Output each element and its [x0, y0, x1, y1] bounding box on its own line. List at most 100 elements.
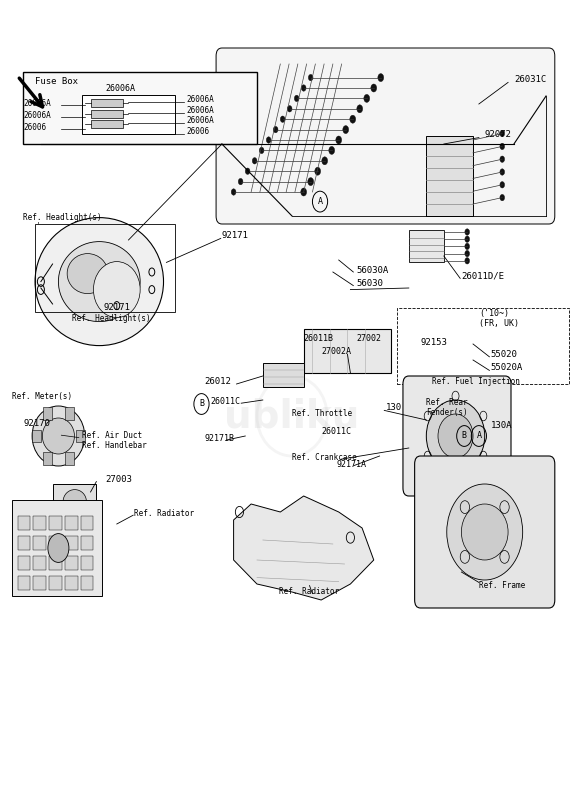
Circle shape: [378, 74, 384, 82]
Circle shape: [273, 126, 278, 133]
Text: Ref. Frame: Ref. Frame: [479, 581, 525, 590]
Text: 56030: 56030: [356, 279, 383, 289]
Bar: [81, 536, 93, 550]
Circle shape: [465, 229, 470, 235]
Text: ubliku: ubliku: [224, 397, 360, 435]
Circle shape: [238, 178, 243, 185]
Text: Ref. Meter(s): Ref. Meter(s): [12, 391, 72, 401]
Text: 26012: 26012: [204, 377, 231, 386]
Circle shape: [350, 115, 356, 123]
Text: Ref. Fuel Injection: Ref. Fuel Injection: [432, 377, 520, 386]
Text: 92072: 92072: [485, 130, 512, 139]
Circle shape: [371, 84, 377, 92]
Circle shape: [322, 157, 328, 165]
Ellipse shape: [426, 400, 485, 472]
Text: Ref. Radiator: Ref. Radiator: [280, 587, 339, 597]
Circle shape: [336, 136, 342, 144]
Text: 27003: 27003: [105, 475, 132, 485]
Text: 26031C: 26031C: [514, 75, 546, 85]
Circle shape: [465, 243, 470, 250]
FancyBboxPatch shape: [403, 376, 511, 496]
Text: 92171B: 92171B: [204, 434, 234, 443]
Text: 26011B: 26011B: [304, 334, 333, 343]
Circle shape: [245, 168, 250, 174]
Bar: [91, 99, 123, 107]
Text: 27002: 27002: [356, 334, 381, 343]
Bar: [409, 230, 444, 262]
Text: 26006: 26006: [187, 126, 210, 136]
Circle shape: [329, 146, 335, 154]
Bar: [33, 516, 46, 530]
Text: Ref. Throttle: Ref. Throttle: [292, 409, 352, 418]
Text: 56030A: 56030A: [356, 266, 388, 275]
Circle shape: [465, 250, 470, 257]
Bar: [35, 224, 175, 312]
Circle shape: [48, 534, 69, 562]
Circle shape: [500, 182, 505, 188]
Bar: [81, 516, 93, 530]
Circle shape: [294, 95, 299, 102]
Bar: [263, 363, 304, 387]
Bar: [18, 516, 30, 530]
Bar: [91, 110, 123, 118]
Ellipse shape: [32, 406, 85, 466]
Ellipse shape: [67, 254, 108, 294]
Text: 92171: 92171: [103, 303, 130, 313]
Circle shape: [301, 188, 307, 196]
Circle shape: [231, 189, 236, 195]
Circle shape: [287, 106, 292, 112]
Bar: [426, 136, 473, 216]
FancyBboxPatch shape: [23, 72, 257, 144]
Text: 55020: 55020: [491, 350, 517, 359]
Text: 26006A: 26006A: [187, 106, 215, 115]
Text: Ref. Headlight(s): Ref. Headlight(s): [23, 213, 102, 222]
Bar: [65, 556, 78, 570]
FancyBboxPatch shape: [216, 48, 555, 224]
Text: B: B: [199, 399, 204, 409]
Text: 92153: 92153: [420, 338, 447, 347]
Circle shape: [301, 85, 306, 91]
Circle shape: [500, 169, 505, 175]
Bar: [65, 407, 74, 420]
Bar: [12, 500, 102, 596]
FancyBboxPatch shape: [415, 456, 555, 608]
Bar: [65, 536, 78, 550]
Text: Ref. Rear: Ref. Rear: [426, 398, 468, 407]
Text: 92170: 92170: [23, 419, 50, 429]
Bar: [397, 308, 569, 384]
Circle shape: [308, 178, 314, 186]
Bar: [49, 556, 62, 570]
Text: 92171A: 92171A: [336, 460, 366, 470]
Bar: [65, 516, 78, 530]
Text: Ref. Handlebar: Ref. Handlebar: [82, 441, 147, 450]
Text: A: A: [318, 197, 322, 206]
Circle shape: [357, 105, 363, 113]
Bar: [82, 95, 175, 134]
Ellipse shape: [35, 218, 164, 346]
Bar: [81, 576, 93, 590]
Text: 26011C: 26011C: [210, 397, 240, 406]
Bar: [49, 576, 62, 590]
Text: Ref. Air Duct: Ref. Air Duct: [82, 431, 142, 441]
Text: Ref. Headlight(s): Ref. Headlight(s): [72, 314, 150, 323]
Circle shape: [252, 158, 257, 164]
Text: ('10~): ('10~): [479, 309, 509, 318]
Circle shape: [500, 143, 505, 150]
Circle shape: [465, 258, 470, 264]
Circle shape: [315, 167, 321, 175]
Text: 26011D/E: 26011D/E: [461, 271, 505, 281]
Circle shape: [364, 94, 370, 102]
Text: 26006: 26006: [23, 122, 47, 132]
Text: Fuse Box: Fuse Box: [35, 77, 78, 86]
Polygon shape: [234, 496, 374, 600]
Bar: [43, 452, 52, 465]
Bar: [33, 576, 46, 590]
Circle shape: [266, 137, 271, 143]
Text: 26006A: 26006A: [105, 84, 135, 94]
Text: 26011C: 26011C: [321, 427, 351, 437]
Bar: [49, 516, 62, 530]
Text: 26006A: 26006A: [187, 95, 215, 105]
Text: 27002A: 27002A: [321, 347, 351, 357]
Text: 26006A: 26006A: [23, 98, 51, 108]
Text: Ref. Radiator: Ref. Radiator: [134, 509, 194, 518]
